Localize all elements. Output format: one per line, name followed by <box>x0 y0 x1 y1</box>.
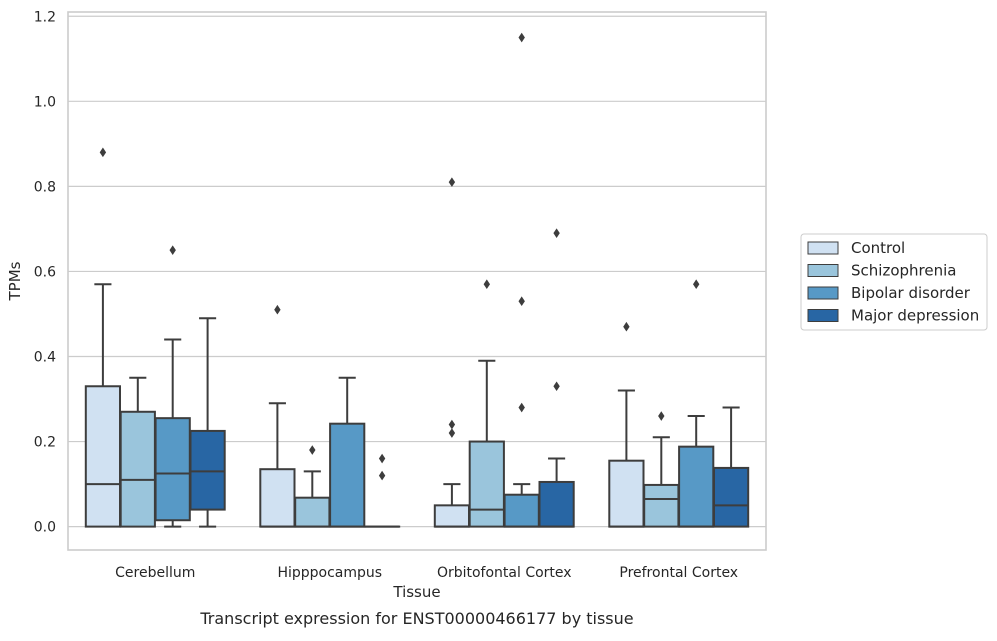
box-body <box>156 418 190 520</box>
chart-caption: Transcript expression for ENST0000046617… <box>199 609 633 628</box>
box-body <box>679 447 713 527</box>
box-body <box>539 482 573 527</box>
box-cerebellum-control <box>86 148 120 527</box>
box-body <box>435 505 469 526</box>
box-hipppocampus-schizophrenia <box>295 445 329 526</box>
box-body <box>470 442 504 527</box>
box-orbitofontal-cortex-bipolar-disorder <box>505 33 539 527</box>
outlier-marker <box>519 296 525 306</box>
box-hipppocampus-bipolar-disorder <box>330 378 364 527</box>
box-body <box>609 461 643 527</box>
legend-item-control: Control <box>808 239 905 257</box>
legend-label: Major depression <box>851 307 979 325</box>
box-body <box>644 485 678 527</box>
outlier-marker <box>484 279 490 289</box>
legend-swatch <box>808 242 838 254</box>
outlier-marker <box>658 411 664 421</box>
box-body <box>330 424 364 527</box>
outlier-marker <box>309 445 315 455</box>
box-cerebellum-bipolar-disorder <box>156 245 190 526</box>
box-prefrontal-cortex-control <box>609 322 643 527</box>
y-tick-label: 0.0 <box>34 520 56 536</box>
x-tick-label: Hipppocampus <box>277 565 382 581</box>
box-body <box>714 468 748 527</box>
y-tick-label: 0.4 <box>34 349 56 365</box>
outlier-marker <box>553 381 559 391</box>
outlier-marker <box>693 279 699 289</box>
legend-label: Bipolar disorder <box>851 284 971 302</box>
box-prefrontal-cortex-bipolar-disorder <box>679 279 713 526</box>
box-body <box>505 495 539 527</box>
y-tick-label: 0.8 <box>34 179 56 195</box>
legend-item-major-depression: Major depression <box>808 307 979 325</box>
box-cerebellum-major-depression <box>190 318 224 526</box>
box-body <box>86 386 120 526</box>
box-orbitofontal-cortex-control <box>435 177 469 526</box>
outlier-marker <box>623 322 629 332</box>
legend-label: Schizophrenia <box>851 262 956 280</box>
outlier-marker <box>449 428 455 438</box>
box-hipppocampus-major-depression <box>365 454 399 527</box>
outlier-marker <box>379 471 385 481</box>
box-prefrontal-cortex-schizophrenia <box>644 411 678 526</box>
y-tick-label: 1.2 <box>34 9 56 25</box>
box-body <box>121 412 155 527</box>
box-orbitofontal-cortex-major-depression <box>539 228 573 526</box>
x-tick-labels: Cerebellum Hipppocampus Orbitofontal Corte… <box>115 565 738 581</box>
outlier-marker <box>379 454 385 464</box>
y-tick-label: 0.6 <box>34 264 56 280</box>
legend-item-bipolar-disorder: Bipolar disorder <box>808 284 971 302</box>
x-tick-label: Prefrontal Cortex <box>619 565 738 581</box>
outlier-marker <box>170 245 176 255</box>
legend: Control Schizophrenia Bipolar disorder Majo… <box>801 234 987 330</box>
box-body <box>295 498 329 527</box>
box-body <box>190 431 224 510</box>
box-prefrontal-cortex-major-depression <box>714 408 748 527</box>
outlier-marker <box>519 33 525 43</box>
x-axis-label: Tissue <box>392 583 440 601</box>
outlier-marker <box>449 420 455 430</box>
outlier-marker <box>274 305 280 315</box>
box-cerebellum-schizophrenia <box>121 378 155 527</box>
legend-label: Control <box>851 239 905 257</box>
legend-item-schizophrenia: Schizophrenia <box>808 262 956 280</box>
outlier-marker <box>449 177 455 187</box>
box-groups <box>86 33 748 527</box>
box-body <box>260 469 294 526</box>
y-tick-label: 1.0 <box>34 94 56 110</box>
outlier-marker <box>100 148 106 158</box>
y-tick-label: 0.2 <box>34 435 56 451</box>
x-tick-label: Cerebellum <box>115 565 195 581</box>
legend-swatch <box>808 310 838 322</box>
box-hipppocampus-control <box>260 305 294 527</box>
y-axis-label: TPMs <box>6 261 24 301</box>
box-orbitofontal-cortex-schizophrenia <box>470 279 504 526</box>
outlier-marker <box>519 403 525 413</box>
legend-swatch <box>808 265 838 277</box>
outlier-marker <box>553 228 559 238</box>
legend-swatch <box>808 287 838 299</box>
y-tick-labels: 0.0 0.2 0.4 0.6 0.8 1.0 1.2 <box>34 9 56 535</box>
x-tick-label: Orbitofontal Cortex <box>437 565 572 581</box>
